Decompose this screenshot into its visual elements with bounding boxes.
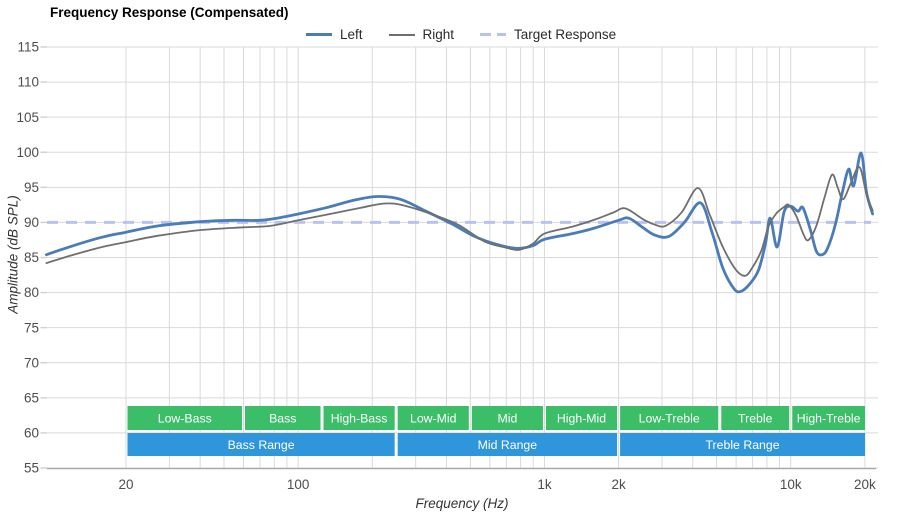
band-low-bass xyxy=(127,406,243,430)
band-label: Low-Bass xyxy=(158,411,212,425)
band-label: High-Bass xyxy=(331,411,388,425)
band-label: Treble Range xyxy=(706,438,780,452)
band-low-mid xyxy=(397,406,469,430)
band-label: Mid Range xyxy=(478,438,538,452)
band-label: Low-Mid xyxy=(410,411,457,425)
target-dashed-swatch-icon xyxy=(480,33,507,36)
x-tick-label: 2k xyxy=(611,477,626,492)
band-bass-range xyxy=(127,433,395,456)
left-line-swatch-icon xyxy=(306,33,332,36)
chart-legend: Left Right Target Response xyxy=(306,27,616,42)
band-label: Mid xyxy=(497,411,517,425)
band-label: Bass Range xyxy=(228,438,295,452)
chart-title: Frequency Response (Compensated) xyxy=(50,5,289,20)
band-label: Low-Treble xyxy=(639,411,700,425)
x-tick-label: 10k xyxy=(780,477,802,492)
band-treble xyxy=(721,406,790,430)
legend-label: Left xyxy=(340,27,363,42)
y-tick-label: 60 xyxy=(24,426,39,441)
y-tick-label: 100 xyxy=(16,145,39,160)
legend-item-left[interactable]: Left xyxy=(306,27,363,42)
right-line-swatch-icon xyxy=(388,33,415,36)
band-high-treble xyxy=(792,406,865,430)
y-tick-label: 85 xyxy=(24,250,39,265)
y-axis-title: Amplitude (dB SPL) xyxy=(5,195,21,314)
y-tick-label: 70 xyxy=(24,355,39,370)
legend-item-target-response[interactable]: Target Response xyxy=(480,27,616,42)
band-label: Bass xyxy=(269,411,296,425)
band-treble-range xyxy=(620,433,865,456)
y-tick-label: 75 xyxy=(24,320,39,335)
y-tick-label: 55 xyxy=(24,461,39,476)
y-tick-label: 105 xyxy=(16,110,39,125)
band-high-mid xyxy=(545,406,618,430)
legend-label: Target Response xyxy=(514,27,617,42)
right-curve xyxy=(45,166,874,277)
band-label: High-Mid xyxy=(557,411,606,425)
x-tick-label: 20 xyxy=(118,477,133,492)
band-mid-range xyxy=(397,433,618,456)
legend-item-right[interactable]: Right xyxy=(388,27,455,42)
y-tick-label: 110 xyxy=(17,75,39,90)
band-high-bass xyxy=(323,406,395,430)
band-mid xyxy=(471,406,543,430)
y-tick-label: 65 xyxy=(24,390,39,405)
x-axis-title: Frequency (Hz) xyxy=(415,496,509,511)
band-bass xyxy=(245,406,321,430)
y-tick-label: 80 xyxy=(24,285,39,300)
x-tick-label: 20k xyxy=(854,477,876,492)
y-tick-label: 90 xyxy=(24,215,39,230)
legend-label: Right xyxy=(422,27,455,42)
y-tick-label: 95 xyxy=(24,180,39,195)
x-tick-label: 100 xyxy=(287,477,310,492)
left-curve xyxy=(45,151,874,294)
band-label: High-Treble xyxy=(797,411,861,425)
band-low-treble xyxy=(620,406,719,430)
y-tick-label: 115 xyxy=(17,40,39,55)
x-tick-label: 1k xyxy=(537,477,552,492)
band-label: Treble xyxy=(738,411,773,425)
